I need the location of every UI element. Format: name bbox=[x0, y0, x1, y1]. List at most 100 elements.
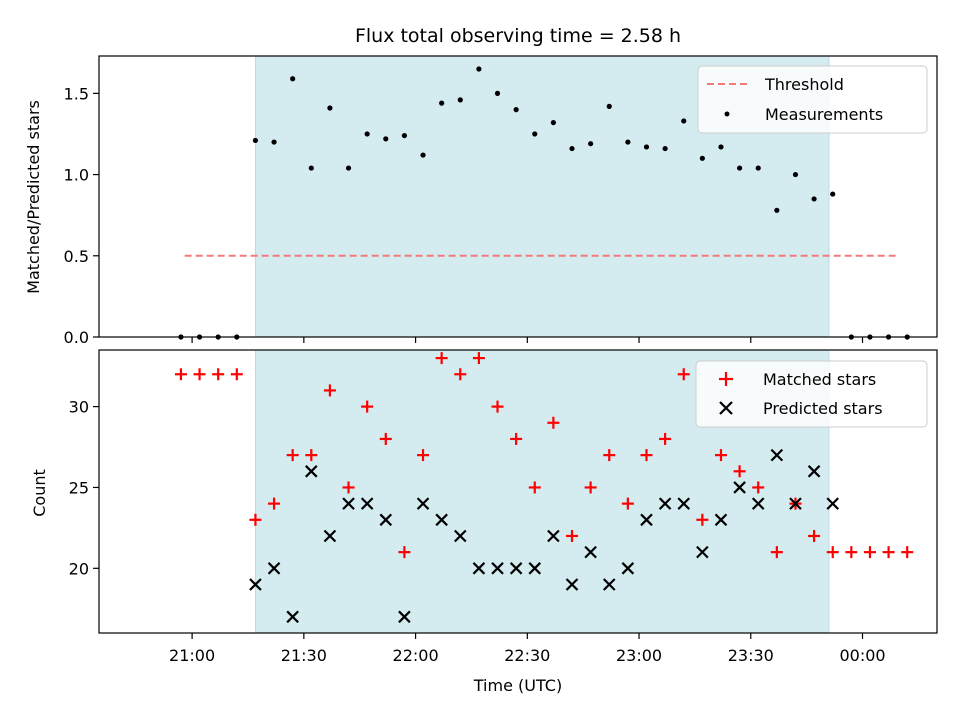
matched-star-point bbox=[826, 546, 839, 559]
matched-star-point bbox=[863, 546, 876, 559]
matched-star-point bbox=[696, 513, 709, 526]
bottom-y-tick-label: 20 bbox=[69, 559, 89, 578]
x-tick-label: 22:30 bbox=[504, 646, 550, 665]
predicted-star-point bbox=[398, 610, 411, 624]
bottom-legend: Matched stars Predicted stars bbox=[695, 360, 928, 428]
matched-star-point bbox=[770, 546, 783, 559]
x-tick-label: 23:00 bbox=[616, 646, 662, 665]
top-y-tick-label: 0.5 bbox=[64, 247, 89, 266]
legend-measurements-swatch bbox=[724, 111, 730, 117]
top-y-ticks: 0.0 0.5 1.0 1.5 bbox=[64, 84, 99, 347]
matched-star-point bbox=[659, 432, 672, 445]
predicted-star-point bbox=[621, 562, 635, 575]
top-y-axis-label: Matched/Predicted stars bbox=[24, 100, 43, 294]
measurement-point bbox=[308, 165, 314, 171]
predicted-star-point bbox=[826, 497, 839, 510]
predicted-star-point bbox=[249, 578, 262, 591]
top-x-ticks bbox=[191, 337, 864, 343]
matched-star-point bbox=[174, 368, 187, 381]
measurement-point bbox=[606, 103, 612, 109]
bottom-panel-frame bbox=[98, 349, 938, 634]
matched-star-point bbox=[491, 400, 504, 413]
matched-star-point bbox=[230, 368, 243, 381]
measurement-point bbox=[699, 155, 705, 161]
matched-star-point bbox=[547, 416, 560, 429]
measurement-point bbox=[550, 119, 556, 126]
matched-star-point bbox=[417, 449, 430, 462]
x-tick-label: 23:30 bbox=[728, 646, 774, 665]
top-legend: Threshold Measurements bbox=[697, 65, 928, 134]
measurement-point bbox=[737, 165, 743, 171]
matched-star-point bbox=[603, 449, 616, 462]
measurement-point bbox=[271, 139, 277, 145]
predicted-star-point bbox=[807, 465, 821, 478]
matched-star-point bbox=[528, 481, 541, 494]
matched-star-point bbox=[845, 546, 858, 559]
matched-star-point bbox=[361, 400, 374, 413]
measurement-point bbox=[532, 131, 538, 137]
top-legend-box bbox=[697, 65, 928, 134]
measurement-point bbox=[327, 105, 333, 111]
matched-star-point bbox=[677, 368, 690, 381]
matched-star-point bbox=[249, 513, 262, 526]
top-y-tick-label: 1.5 bbox=[64, 84, 89, 103]
chart-title: Flux total observing time = 2.58 h bbox=[355, 25, 681, 47]
predicted-star-point bbox=[305, 465, 318, 478]
predicted-star-point bbox=[342, 497, 355, 510]
predicted-star-point bbox=[789, 497, 802, 510]
top-plot-marks bbox=[178, 66, 910, 340]
matched-star-point bbox=[584, 481, 597, 494]
matched-star-point bbox=[268, 497, 281, 510]
predicted-star-point bbox=[584, 545, 597, 559]
legend-threshold-label: Threshold bbox=[764, 75, 844, 94]
predicted-star-point bbox=[286, 610, 299, 624]
predicted-star-point bbox=[472, 562, 486, 575]
measurement-point bbox=[383, 136, 389, 142]
bottom-plot-marks bbox=[174, 352, 914, 624]
matched-star-point bbox=[640, 449, 653, 462]
measurement-point bbox=[625, 139, 631, 145]
predicted-star-point bbox=[323, 529, 337, 543]
top-y-tick-label: 0.0 bbox=[64, 328, 89, 347]
matched-star-point bbox=[398, 546, 411, 559]
matched-star-point bbox=[714, 449, 727, 462]
measurement-point bbox=[345, 165, 352, 171]
matched-star-point bbox=[193, 368, 206, 381]
predicted-star-point bbox=[658, 497, 672, 510]
measurement-point bbox=[718, 144, 724, 150]
x-tick-label: 21:00 bbox=[169, 646, 215, 665]
matched-star-point bbox=[212, 368, 225, 381]
top-panel-frame bbox=[98, 55, 938, 338]
bottom-y-tick-label: 30 bbox=[69, 398, 89, 417]
measurement-point bbox=[290, 76, 296, 82]
measurement-point bbox=[830, 191, 836, 197]
measurement-point bbox=[401, 132, 408, 139]
measurement-point bbox=[681, 118, 687, 124]
measurement-point bbox=[457, 97, 463, 103]
measurement-point bbox=[643, 144, 650, 150]
matched-star-point bbox=[882, 546, 895, 559]
predicted-star-point bbox=[453, 529, 467, 543]
matched-star-point bbox=[323, 384, 336, 397]
bottom-y-axis-label: Count bbox=[30, 469, 49, 517]
measurement-point bbox=[662, 145, 668, 152]
bottom-y-ticks: 20 25 30 bbox=[69, 398, 99, 578]
predicted-star-point bbox=[509, 562, 523, 575]
measurement-point bbox=[588, 141, 594, 147]
x-tick-label: 00:00 bbox=[839, 646, 885, 665]
legend-predicted-swatch bbox=[719, 401, 733, 415]
predicted-star-point bbox=[528, 562, 542, 575]
matched-star-point bbox=[621, 497, 634, 510]
predicted-star-point bbox=[416, 497, 430, 510]
x-axis-label: Time (UTC) bbox=[473, 676, 562, 695]
bottom-y-tick-label: 25 bbox=[69, 478, 89, 497]
matched-star-point bbox=[435, 352, 448, 365]
predicted-star-point bbox=[677, 497, 691, 510]
measurement-point bbox=[439, 100, 445, 106]
matched-star-point bbox=[379, 432, 392, 445]
predicted-star-point bbox=[770, 448, 784, 462]
matched-star-point bbox=[342, 481, 355, 494]
measurement-point bbox=[513, 107, 519, 113]
predicted-star-point bbox=[751, 497, 765, 510]
